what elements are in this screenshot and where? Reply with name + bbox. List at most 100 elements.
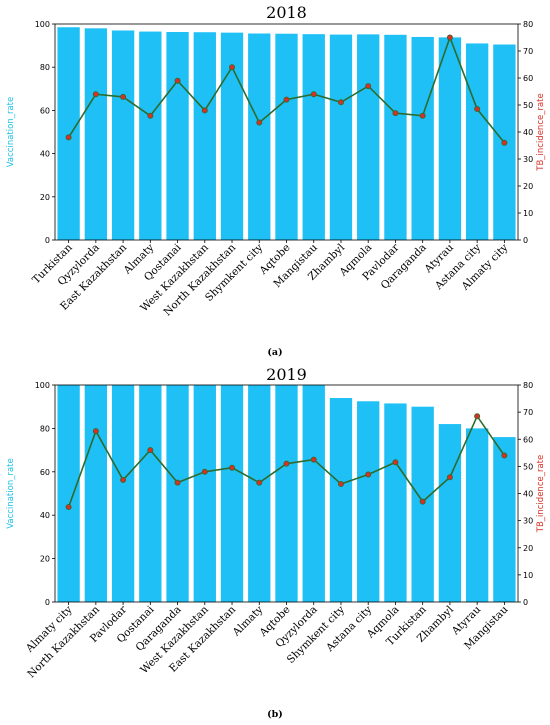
- point-turkistan: [419, 498, 426, 505]
- bar-qaraganda: [166, 385, 189, 602]
- y2-tick-label: 50: [523, 101, 533, 110]
- y-axis-label-left: Vaccination_rate: [6, 97, 16, 167]
- y-tick-label: 60: [40, 468, 50, 477]
- bar-north-kazakhstan: [84, 385, 108, 602]
- bar-aqmola: [384, 403, 407, 602]
- point-aqmola: [392, 459, 399, 466]
- bar-east-kazakhstan: [111, 30, 135, 241]
- y-tick-label: 0: [45, 236, 50, 245]
- point-shymkent-city: [256, 119, 263, 126]
- y2-tick-label: 0: [523, 236, 528, 245]
- bar-aqmola: [357, 34, 380, 241]
- bar-qostanai: [166, 31, 189, 240]
- y-axis-left-ticks: 0 20 40 60 80 100: [35, 381, 55, 607]
- y-tick-label: 60: [40, 106, 50, 115]
- y2-tick-label: 10: [523, 209, 533, 218]
- point-north-kazakhstan: [229, 64, 236, 71]
- y2-tick-label: 80: [523, 381, 533, 390]
- bar-pavlodar: [384, 34, 407, 240]
- point-zhambyl: [337, 99, 344, 106]
- chart-title: 2018: [266, 3, 307, 22]
- bar-astana-city: [465, 43, 489, 240]
- point-almaty-city: [501, 139, 508, 146]
- point-astana-city: [365, 471, 372, 478]
- y-axis-left-ticks: 0 20 40 60 80 100: [35, 20, 55, 245]
- bar-zhambyl: [329, 34, 353, 240]
- point-shymkent-city: [337, 481, 344, 488]
- y-tick-label: 0: [45, 598, 50, 607]
- point-aqtobe: [283, 96, 290, 103]
- y-tick-label: 80: [40, 63, 50, 72]
- y2-tick-label: 30: [523, 517, 533, 526]
- bar-aqtobe: [275, 33, 298, 240]
- y2-tick-label: 40: [523, 128, 533, 137]
- bar-qostanai: [139, 385, 162, 602]
- y2-tick-label: 10: [523, 571, 533, 580]
- panel-label: (a): [267, 347, 282, 358]
- bar-atyrau: [438, 37, 462, 240]
- y2-tick-label: 80: [523, 20, 533, 29]
- bar-astana-city: [357, 401, 380, 602]
- point-qaraganda: [419, 112, 426, 119]
- bar-aqtobe: [275, 385, 298, 602]
- y-axis-label-right: TB_incidence_rate: [536, 93, 546, 172]
- bars: [57, 27, 516, 241]
- bar-zhambyl: [438, 424, 462, 602]
- y2-tick-label: 60: [523, 435, 533, 444]
- tb-incidence-points: [65, 413, 508, 511]
- chart-panel-2019: 2019 Vaccination_rate TB_incidence_rate …: [6, 365, 546, 720]
- y-tick-label: 40: [40, 150, 50, 159]
- bar-mangistau: [493, 437, 516, 602]
- y2-tick-label: 70: [523, 408, 533, 417]
- bar-atyrau: [465, 428, 489, 602]
- y-axis-right-ticks: 0 10 20 30 40 50 60 70 80: [518, 381, 533, 607]
- y-axis-label-left: Vaccination_rate: [6, 458, 16, 528]
- bar-almaty: [139, 31, 162, 241]
- y-tick-label: 20: [40, 193, 50, 202]
- panel-label: (b): [267, 709, 283, 720]
- y2-tick-label: 70: [523, 47, 533, 56]
- y-tick-label: 20: [40, 555, 50, 564]
- point-pavlodar: [120, 476, 127, 483]
- chart-panel-2018: 2018 Vaccination_rate TB_incidence_rate …: [6, 3, 546, 358]
- bar-west-kazakhstan: [193, 385, 216, 602]
- point-zhambyl: [446, 474, 453, 481]
- bar-qyzylorda: [84, 28, 108, 240]
- bar-turkistan: [57, 27, 80, 240]
- y2-tick-label: 40: [523, 490, 533, 499]
- bar-east-kazakhstan: [220, 385, 244, 602]
- chart-title: 2019: [266, 365, 307, 384]
- point-aqtobe: [283, 460, 290, 467]
- point-north-kazakhstan: [92, 428, 99, 435]
- bar-shymkent-city: [329, 398, 353, 602]
- point-qostanai: [174, 77, 181, 84]
- point-qostanai: [147, 447, 154, 454]
- point-pavlodar: [392, 110, 399, 117]
- point-aqmola: [365, 83, 372, 90]
- bar-mangistau: [302, 34, 325, 241]
- point-qaraganda: [174, 479, 181, 486]
- point-almaty: [147, 112, 154, 119]
- tb-incidence-points: [65, 34, 508, 146]
- y2-tick-label: 50: [523, 462, 533, 471]
- y2-tick-label: 20: [523, 182, 533, 191]
- bars: [57, 385, 516, 602]
- point-east-kazakhstan: [120, 93, 127, 100]
- point-qyzylorda: [92, 91, 99, 98]
- y-tick-label: 100: [35, 381, 50, 390]
- bar-north-kazakhstan: [220, 32, 244, 240]
- y2-tick-label: 0: [523, 598, 528, 607]
- point-astana-city: [474, 106, 481, 113]
- y2-tick-label: 20: [523, 544, 533, 553]
- bar-qaraganda: [411, 36, 434, 241]
- point-west-kazakhstan: [201, 107, 208, 114]
- y-axis-right-ticks: 0 10 20 30 40 50 60 70 80: [518, 20, 533, 245]
- point-turkistan: [65, 134, 72, 141]
- bar-almaty: [248, 385, 271, 602]
- y-axis-label-right: TB_incidence_rate: [536, 455, 546, 534]
- y-tick-label: 40: [40, 511, 50, 520]
- bar-shymkent-city: [248, 33, 271, 240]
